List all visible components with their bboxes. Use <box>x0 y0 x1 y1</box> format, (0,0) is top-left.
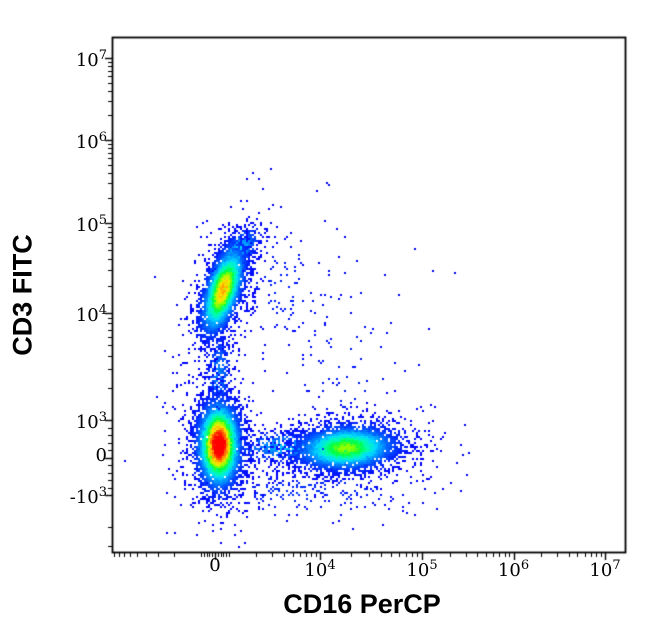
y-tick-label: 0 <box>95 445 107 466</box>
tick-label-base: 10 <box>75 412 99 433</box>
y-tick-label: 104 <box>76 301 107 326</box>
tick-label-exponent: 7 <box>612 558 621 573</box>
tick-label-base: 10 <box>304 560 328 581</box>
y-tick-label: 106 <box>76 128 107 153</box>
tick-label-exponent: 7 <box>98 48 107 63</box>
x-tick-label: 105 <box>406 556 437 581</box>
y-tick-label: 107 <box>76 46 107 71</box>
tick-label-exponent: 3 <box>98 485 107 500</box>
tick-label-exponent: 6 <box>98 130 107 145</box>
tick-label-base: 10 <box>75 305 99 326</box>
y-axis-label: CD3 FITC <box>7 234 38 356</box>
tick-label-base: -10 <box>69 487 99 508</box>
tick-label-exponent: 3 <box>98 410 107 425</box>
tick-label-exponent: 5 <box>98 213 107 228</box>
tick-label-exponent: 5 <box>429 558 438 573</box>
tick-label-exponent: 4 <box>327 558 336 573</box>
tick-label-exponent: 6 <box>520 558 530 573</box>
tick-label-base: 10 <box>75 132 99 153</box>
tick-label-base: 10 <box>589 560 613 581</box>
y-tick-label: 105 <box>76 211 107 236</box>
x-tick-label: 107 <box>589 556 620 581</box>
y-tick-label: -103 <box>70 483 107 508</box>
tick-label-base: 10 <box>406 560 430 581</box>
tick-label-exponent: 4 <box>98 303 107 318</box>
x-tick-label: 106 <box>498 556 529 581</box>
tick-label-base: 10 <box>75 50 99 71</box>
x-tick-label: 0 <box>209 555 221 576</box>
tick-label-base: 10 <box>75 215 99 236</box>
x-tick-label: 104 <box>304 556 335 581</box>
y-tick-label: 103 <box>76 408 107 433</box>
tick-label-base: 10 <box>497 560 521 581</box>
x-axis-label: CD16 PerCP <box>283 589 441 619</box>
